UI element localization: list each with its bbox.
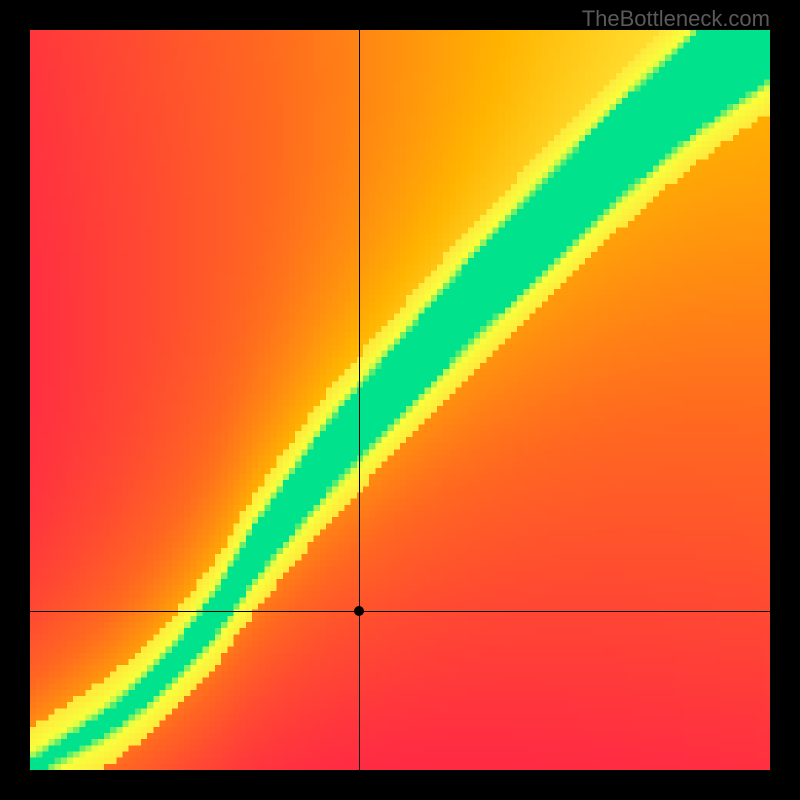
- crosshair-vertical: [359, 30, 360, 770]
- crosshair-horizontal: [30, 611, 770, 612]
- heatmap-plot: [30, 30, 770, 770]
- watermark-text: TheBottleneck.com: [582, 6, 770, 32]
- heatmap-canvas: [30, 30, 770, 770]
- crosshair-marker: [354, 606, 364, 616]
